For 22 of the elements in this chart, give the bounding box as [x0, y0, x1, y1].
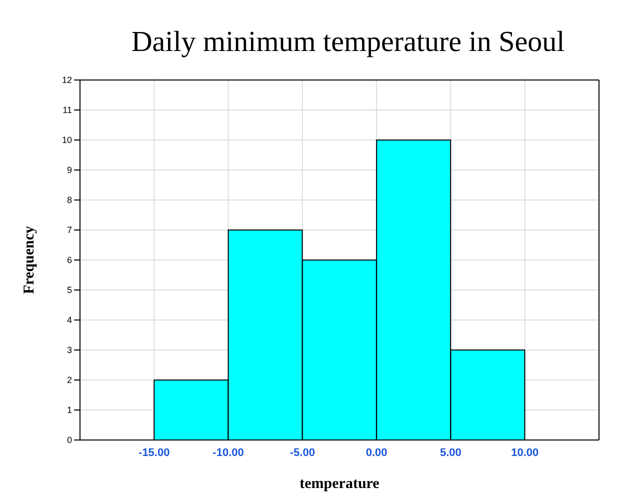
- x-tick-label: 5.00: [440, 446, 462, 459]
- y-tick-label: 6: [66, 255, 72, 266]
- y-tick-label: 1: [66, 405, 72, 416]
- y-tick-label: 8: [66, 195, 72, 206]
- y-tick-label: 3: [66, 345, 72, 356]
- y-axis-title: Frequency: [21, 225, 38, 294]
- y-tick-label: 5: [66, 285, 72, 296]
- x-tick-label: -10.00: [212, 446, 244, 459]
- y-tick-label: 10: [62, 135, 72, 146]
- y-tick-label: 11: [62, 105, 72, 116]
- y-tick-label: 9: [66, 165, 72, 176]
- y-tick-label: 7: [66, 225, 72, 236]
- x-tick-label: 10.00: [511, 446, 539, 459]
- y-tick-label: 12: [62, 75, 72, 86]
- y-tick-label: 0: [66, 435, 72, 446]
- x-tick-label: -5.00: [290, 446, 315, 459]
- x-axis-title: temperature: [300, 476, 380, 492]
- chart-title: Daily minimum temperature in Seoul: [130, 26, 566, 59]
- y-tick-label: 4: [66, 315, 72, 326]
- x-tick-label: 0.00: [366, 446, 388, 459]
- x-tick-label: -15.00: [138, 446, 170, 459]
- y-tick-label: 2: [66, 375, 72, 386]
